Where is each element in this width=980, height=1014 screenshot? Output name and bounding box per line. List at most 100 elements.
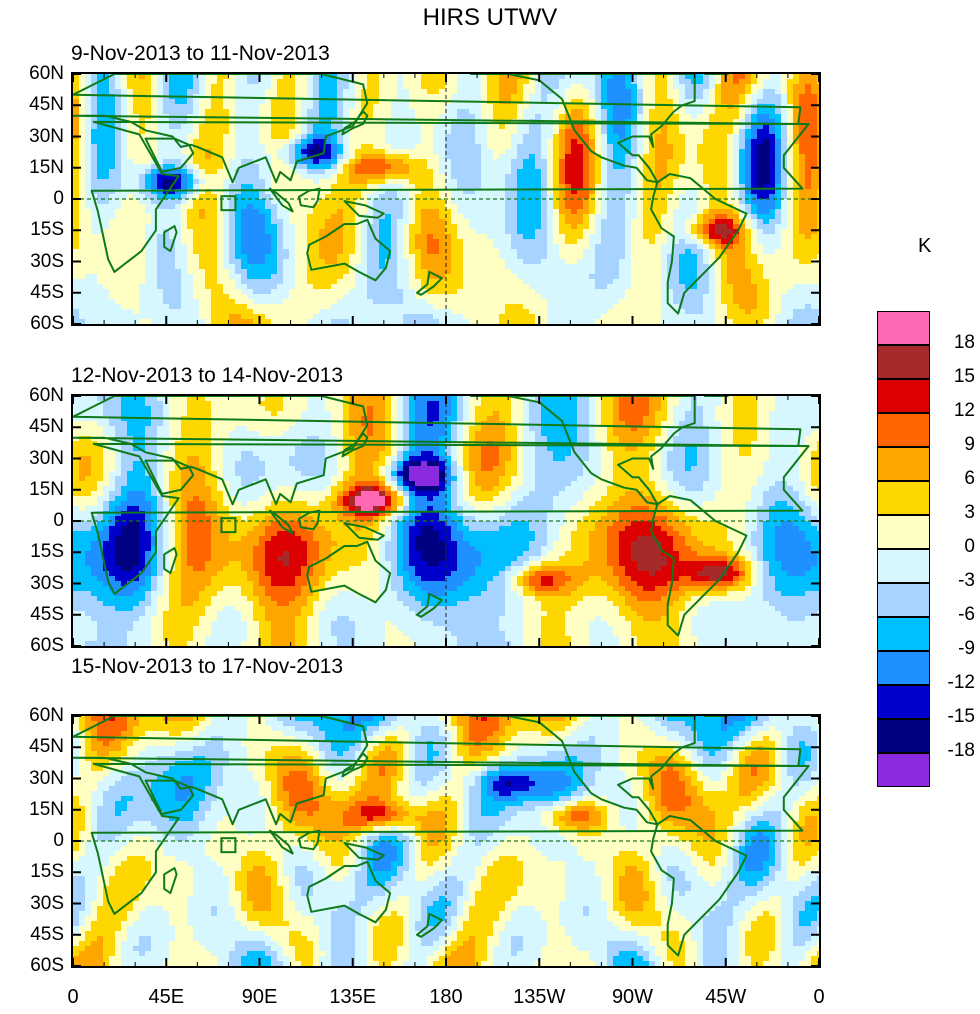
x-tick-label: 0 (813, 986, 825, 1008)
y-tick-label: 0 (53, 188, 64, 209)
colorbar-swatch (877, 549, 930, 583)
coastline (163, 225, 178, 253)
y-tick-label: 45S (30, 281, 64, 303)
y-tick-label: 60S (30, 635, 64, 656)
y-tick-label: 60S (30, 955, 64, 976)
y-tick-label: 15S (30, 541, 64, 563)
coastline (469, 716, 696, 826)
coastline (650, 173, 748, 315)
panel-3-heatmap (73, 716, 819, 966)
colorbar-swatch (877, 413, 930, 447)
panel-3-map (71, 714, 821, 968)
coastline (163, 867, 178, 895)
panel-3-title: 15-Nov-2013 to 17-Nov-2013 (71, 655, 343, 678)
coastline (341, 110, 369, 136)
x-tick-label: 135W (513, 986, 566, 1008)
heat-cells (73, 396, 819, 646)
coastline (144, 459, 195, 495)
colorbar-swatch (877, 345, 930, 379)
x-tick-label: 0 (67, 986, 79, 1008)
heat-cells (73, 74, 819, 324)
region-box (220, 837, 237, 854)
y-tick-label: 45S (30, 923, 64, 945)
panel-2-title: 12-Nov-2013 to 14-Nov-2013 (71, 364, 343, 387)
coastline (306, 540, 392, 604)
coastline (297, 187, 321, 209)
coastline (268, 187, 294, 213)
coastline (469, 396, 696, 506)
colorbar-swatch (877, 617, 930, 651)
colorbar-swatch (877, 311, 930, 345)
colorbar-swatch (877, 515, 930, 549)
panel-1-map (71, 72, 821, 326)
colorbar-label: -15 (947, 706, 975, 727)
x-tick-label: 90W (611, 986, 654, 1008)
y-tick-label: 30S (30, 572, 64, 594)
coastline (469, 74, 696, 184)
colorbar-swatch (877, 481, 930, 515)
colorbar-label: 6 (964, 468, 975, 489)
coastline (341, 752, 369, 778)
coastline (306, 218, 392, 282)
coastline (416, 270, 443, 296)
colorbar-label: -9 (958, 638, 975, 659)
coastline (73, 74, 802, 184)
x-tick-label: 45W (705, 986, 747, 1008)
colorbar-label: 0 (964, 536, 975, 557)
coastline (306, 860, 392, 924)
y-tick-label: 0 (53, 830, 64, 851)
x-tick-label: 90E (241, 986, 278, 1008)
y-tick-label: 30N (29, 767, 64, 789)
colorbar-label: 15 (953, 366, 975, 387)
y-tick-label: 45N (29, 94, 64, 116)
colorbar-label: -18 (947, 740, 975, 761)
y-tick-label: 0 (53, 510, 64, 531)
coastline (90, 442, 810, 595)
coastline (416, 592, 443, 618)
coastline (90, 120, 810, 273)
colorbar-label: -6 (958, 604, 975, 625)
coastline (144, 779, 195, 815)
y-tick-label: 60S (30, 313, 64, 334)
y-tick-label: 30N (29, 447, 64, 469)
region-box (220, 517, 237, 534)
coastline (268, 829, 294, 855)
chart-title: HIRS UTWV (422, 4, 558, 31)
y-tick-label: 15S (30, 219, 64, 241)
colorbar-swatch (877, 753, 930, 787)
x-tick-label: 180 (429, 986, 463, 1008)
y-tick-label: 15N (29, 478, 64, 500)
panel-1-heatmap (73, 74, 819, 324)
coastline (343, 842, 385, 861)
colorbar-swatch (877, 719, 930, 753)
colorbar-label: 9 (964, 434, 975, 455)
y-tick-label: 15N (29, 798, 64, 820)
region-box (220, 195, 237, 212)
coastline (73, 396, 802, 506)
coastline (650, 815, 748, 957)
colorbar-label: 18 (953, 332, 975, 353)
y-tick-label: 45N (29, 736, 64, 758)
colorbar-label: -3 (958, 570, 975, 591)
colorbar-label: 12 (953, 400, 975, 421)
y-tick-label: 45S (30, 603, 64, 625)
colorbar-swatch (877, 447, 930, 481)
coastline (73, 716, 802, 826)
coastline (297, 509, 321, 531)
colorbar-swatch (877, 379, 930, 413)
y-tick-label: 30S (30, 250, 64, 272)
colorbar-swatch (877, 583, 930, 617)
coastline (341, 432, 369, 458)
coastline (343, 522, 385, 541)
colorbar-swatch (877, 651, 930, 685)
panel-1-title: 9-Nov-2013 to 11-Nov-2013 (71, 42, 330, 65)
colorbar-swatch (877, 685, 930, 719)
panel-2-map (71, 394, 821, 648)
y-tick-label: 60N (29, 385, 64, 406)
panel-2-heatmap (73, 396, 819, 646)
y-tick-label: 60N (29, 705, 64, 726)
colorbar-label: 3 (964, 502, 975, 523)
colorbar-label: -12 (947, 672, 975, 693)
coastline (163, 547, 178, 575)
y-tick-label: 30N (29, 125, 64, 147)
